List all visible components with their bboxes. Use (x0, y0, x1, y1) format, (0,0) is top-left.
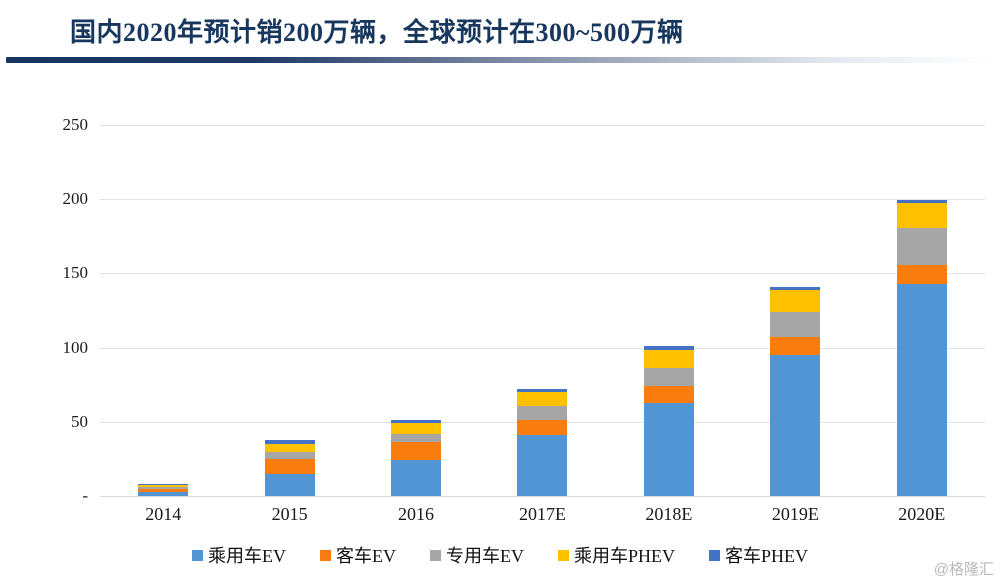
bar-segment-2018E-客车EV (643, 386, 694, 403)
bar-segment-2014-客车EV (138, 488, 189, 492)
bar-segment-2016-乘用车EV (391, 459, 442, 496)
bar-segment-2016-专用车EV (391, 433, 442, 443)
x-axis-label-2018E: 2018E (645, 504, 693, 524)
bar-segment-2020E-乘用车PHEV (896, 202, 947, 229)
stacked-bar-2020E (896, 199, 947, 496)
legend-label: 客车EV (335, 546, 396, 566)
bar-segment-2019E-专用车EV (770, 312, 821, 338)
bar-segment-2014-乘用车EV (138, 491, 189, 496)
bar-column-2014 (100, 125, 226, 496)
bar-segment-2018E-乘用车PHEV (643, 349, 694, 368)
bar-segment-2020E-客车EV (896, 265, 947, 284)
legend-label: 乘用车PHEV (573, 546, 675, 566)
bar-segment-2014-客车PHEV (138, 484, 189, 485)
bar-segment-2014-专用车EV (138, 487, 189, 489)
bar-column-2020E (859, 125, 985, 496)
y-tick-label-200: 200 (62, 189, 89, 209)
stacked-bar-2018E (643, 346, 694, 496)
bar-column-2015 (226, 125, 352, 496)
stacked-bar-2019E (770, 286, 821, 496)
legend: 乘用车EV 客车EV 专用车EV 乘用车PHEV 客车PHEV (0, 542, 1000, 568)
bar-segment-2019E-客车PHEV (770, 286, 821, 290)
legend-label: 专用车EV (445, 546, 524, 566)
y-tick-label-250: 250 (62, 115, 89, 134)
legend-swatch-icon (709, 549, 720, 561)
bar-segment-2020E-乘用车EV (896, 283, 947, 496)
bar-segment-2019E-乘用车EV (770, 355, 821, 496)
gridline-250 (100, 125, 985, 126)
chart-title: 国内2020年预计销200万辆，全球预计在300~500万辆 (70, 18, 684, 47)
gridline-200 (100, 199, 985, 201)
y-tick-label-150: 150 (62, 263, 89, 283)
y-tick-label-0: - (82, 486, 88, 505)
bar-segment-2017E-专用车EV (517, 406, 568, 421)
stacked-bar-2015 (264, 439, 315, 496)
stacked-bar-2017E (517, 389, 568, 496)
x-axis: 2014 2015 2016 2017E 2018E 2019E 2020E (100, 504, 985, 525)
bar-segment-2018E-专用车EV (643, 367, 694, 387)
legend-item-客车EV: 客车EV (319, 542, 396, 568)
x-axis-label-2017E: 2017E (518, 504, 566, 524)
stacked-bar-2016 (391, 420, 442, 496)
gridline-150 (100, 273, 985, 275)
bar-segment-2015-客车PHEV (264, 439, 315, 444)
x-axis-label-2019E: 2019E (771, 504, 819, 524)
bar-segment-2015-乘用车EV (264, 473, 315, 496)
y-tick-label-50: 50 (71, 411, 88, 431)
plot-area: - 50 100 150 200 250 (63, 115, 985, 505)
bar-segment-2015-客车EV (264, 458, 315, 474)
x-axis-label-2020E: 2020E (898, 504, 946, 524)
x-axis-label-2015: 2015 (271, 504, 308, 524)
gridline-0 (100, 496, 985, 497)
legend-label: 客车PHEV (725, 546, 809, 566)
legend-swatch-icon (319, 549, 331, 561)
legend-swatch-icon (191, 549, 203, 561)
bar-segment-2020E-专用车EV (896, 228, 947, 266)
bar-segment-2015-专用车EV (264, 451, 315, 459)
bar-segment-2017E-乘用车PHEV (517, 392, 568, 407)
stacked-bar-2014 (138, 484, 189, 496)
bar-segment-2020E-客车PHEV (896, 199, 947, 203)
legend-swatch-icon (557, 549, 569, 561)
bar-segment-2014-乘用车PHEV (138, 484, 189, 488)
bar-segment-2015-乘用车PHEV (264, 443, 315, 452)
legend-item-客车PHEV: 客车PHEV (709, 542, 808, 568)
bar-segment-2019E-客车EV (770, 337, 821, 356)
bar-segment-2016-客车PHEV (391, 420, 442, 423)
watermark: @格隆汇 (933, 561, 994, 578)
legend-item-乘用车PHEV: 乘用车PHEV (557, 542, 675, 568)
x-axis-label-2014: 2014 (145, 504, 182, 524)
bar-segment-2018E-客车PHEV (643, 346, 694, 350)
bar-column-2016 (353, 125, 479, 496)
gridline-100 (100, 347, 985, 349)
bars-layer (100, 125, 985, 496)
bar-segment-2016-乘用车PHEV (391, 422, 442, 434)
bar-segment-2018E-乘用车EV (643, 402, 694, 496)
bar-column-2018E (606, 125, 732, 496)
bar-column-2017E (479, 125, 605, 496)
bar-segment-2016-客车EV (391, 442, 442, 460)
y-tick-label-100: 100 (62, 337, 89, 357)
legend-label: 乘用车EV (207, 546, 286, 566)
bar-segment-2017E-客车PHEV (517, 389, 568, 393)
bar-segment-2019E-乘用车PHEV (770, 289, 821, 313)
legend-item-乘用车EV: 乘用车EV (191, 542, 286, 568)
title-divider-rule (6, 57, 994, 63)
x-axis-label-2016: 2016 (398, 504, 435, 524)
legend-item-专用车EV: 专用车EV (429, 542, 524, 568)
bar-segment-2017E-乘用车EV (517, 435, 568, 496)
legend-swatch-icon (429, 549, 441, 561)
bar-column-2019E (732, 125, 858, 496)
bar-segment-2017E-客车EV (517, 420, 568, 436)
